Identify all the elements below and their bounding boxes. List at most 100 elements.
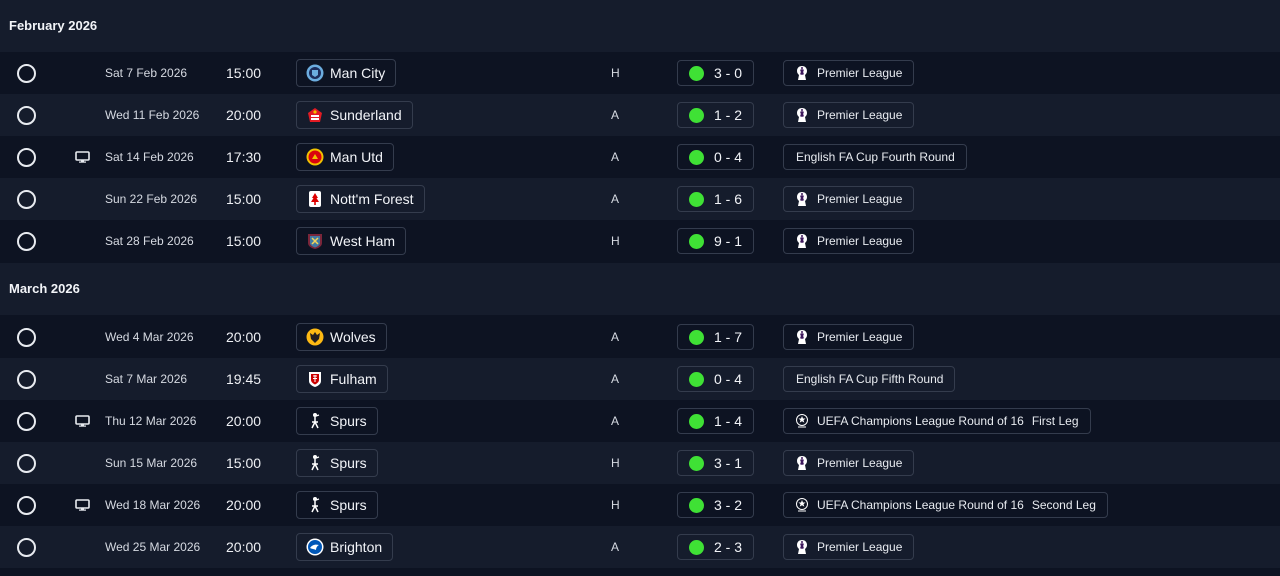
fixture-row[interactable]: Sun 15 Mar 2026 15:00 Spurs H 3 - 1 Premier L… [0, 442, 1280, 484]
fixture-row[interactable]: Wed 11 Feb 2026 20:00 Sunderland A 1 - 2 Prem… [0, 94, 1280, 136]
match-score: 1 - 7 [714, 329, 743, 345]
opponent-chip[interactable]: Nott'm Forest [296, 185, 425, 213]
match-score: 3 - 0 [714, 65, 743, 81]
select-radio[interactable] [17, 106, 36, 125]
kickoff-time: 20:00 [226, 539, 262, 555]
competition-chip[interactable]: Premier League [783, 186, 915, 212]
match-score: 1 - 2 [714, 107, 743, 123]
competition-chip[interactable]: Premier League [783, 102, 915, 128]
result-chip[interactable]: 3 - 1 [677, 450, 755, 476]
fixture-row[interactable]: Wed 4 Mar 2026 20:00 Wolves A 1 - 7 Premier L… [0, 316, 1280, 358]
select-radio[interactable] [17, 328, 36, 347]
brighton-badge [306, 538, 324, 556]
premier-league-icon [795, 191, 809, 207]
man-utd-badge [306, 148, 324, 166]
competition-chip[interactable]: English FA Cup Fourth Round [783, 144, 967, 170]
competition-leg: First Leg [1031, 414, 1079, 428]
competition-chip[interactable]: English FA Cup Fifth Round [783, 366, 956, 392]
select-radio[interactable] [17, 538, 36, 557]
result-chip[interactable]: 3 - 0 [677, 60, 755, 86]
select-radio[interactable] [17, 496, 36, 515]
result-status-dot [689, 65, 704, 81]
result-status-dot [689, 191, 704, 207]
kickoff-time: 20:00 [226, 497, 262, 513]
result-status-dot [689, 329, 704, 345]
fixture-row[interactable]: Thu 12 Mar 2026 20:00 Spurs A 1 - 4 UEFA Cham… [0, 400, 1280, 442]
competition-chip[interactable]: Premier League [783, 450, 915, 476]
result-chip[interactable]: 1 - 7 [677, 324, 755, 350]
venue-indicator: A [611, 372, 620, 386]
fixture-row[interactable]: Sat 7 Mar 2026 19:45 Fulham A 0 - 4 English F… [0, 358, 1280, 400]
competition-chip[interactable]: Premier League [783, 534, 915, 560]
result-chip[interactable]: 2 - 3 [677, 534, 755, 560]
result-chip[interactable]: 9 - 1 [677, 228, 755, 254]
competition-name: Premier League [817, 66, 903, 80]
competition-chip[interactable]: UEFA Champions League Round of 16 Second … [783, 492, 1108, 518]
competition-chip[interactable]: Premier League [783, 324, 915, 350]
opponent-chip[interactable]: Fulham [296, 365, 388, 393]
select-radio[interactable] [17, 64, 36, 83]
competition-chip[interactable]: Premier League [783, 60, 915, 86]
opponent-chip[interactable]: Wolves [296, 323, 387, 351]
fulham-badge [306, 370, 324, 388]
competition-chip[interactable]: Premier League [783, 228, 915, 254]
venue-indicator: A [611, 414, 620, 428]
result-chip[interactable]: 3 - 2 [677, 492, 755, 518]
match-date: Sat 28 Feb 2026 [105, 234, 194, 248]
select-radio[interactable] [17, 454, 36, 473]
select-radio[interactable] [17, 412, 36, 431]
match-date: Wed 4 Mar 2026 [105, 330, 194, 344]
competition-name: English FA Cup Fifth Round [796, 372, 944, 386]
opponent-chip[interactable]: Man City [296, 59, 397, 87]
select-radio[interactable] [17, 232, 36, 251]
fixture-row[interactable]: Sun 22 Feb 2026 15:00 Nott'm Forest A 1 - 6 P… [0, 178, 1280, 220]
kickoff-time: 20:00 [226, 107, 262, 123]
match-date: Wed 18 Mar 2026 [105, 498, 201, 512]
result-chip[interactable]: 1 - 6 [677, 186, 755, 212]
match-score: 0 - 4 [714, 149, 743, 165]
fixture-row[interactable]: Sat 14 Feb 2026 17:30 Man Utd A 0 - 4 English… [0, 136, 1280, 178]
fixture-row[interactable]: Sat 7 Feb 2026 15:00 Man City H 3 - 0 Premier… [0, 52, 1280, 94]
select-radio[interactable] [17, 370, 36, 389]
opponent-chip[interactable]: Sunderland [296, 101, 413, 129]
result-chip[interactable]: 1 - 4 [677, 408, 755, 434]
match-date: Sun 22 Feb 2026 [105, 192, 198, 206]
result-status-dot [689, 497, 704, 513]
premier-league-icon [795, 329, 809, 345]
result-chip[interactable]: 0 - 4 [677, 366, 755, 392]
fixture-row[interactable]: Wed 18 Mar 2026 20:00 Spurs H 3 - 2 UEFA Cham… [0, 484, 1280, 526]
competition-chip[interactable]: UEFA Champions League Round of 16 First L… [783, 408, 1091, 434]
match-score: 3 - 2 [714, 497, 743, 513]
competition-leg: Second Leg [1031, 498, 1096, 512]
competition-name: UEFA Champions League Round of 16 [817, 498, 1024, 512]
opponent-name: Wolves [330, 329, 376, 345]
result-chip[interactable]: 1 - 2 [677, 102, 755, 128]
opponent-name: Fulham [330, 371, 377, 387]
result-status-dot [689, 107, 704, 123]
select-radio[interactable] [17, 190, 36, 209]
opponent-chip[interactable]: Spurs [296, 449, 378, 477]
west-ham-badge [306, 232, 324, 250]
result-chip[interactable]: 0 - 4 [677, 144, 755, 170]
opponent-name: West Ham [330, 233, 396, 249]
venue-indicator: A [611, 150, 620, 164]
opponent-name: Nott'm Forest [330, 191, 414, 207]
result-status-dot [689, 539, 704, 555]
opponent-chip[interactable]: Man Utd [296, 143, 394, 171]
opponent-chip[interactable]: Brighton [296, 533, 394, 561]
opponent-chip[interactable]: Spurs [296, 491, 378, 519]
champions-league-icon [795, 497, 809, 513]
tv-icon [74, 484, 90, 526]
result-status-dot [689, 233, 704, 249]
month-header: February 2026 [0, 0, 1280, 52]
match-date: Sat 7 Feb 2026 [105, 66, 188, 80]
premier-league-icon [795, 65, 809, 81]
opponent-chip[interactable]: Spurs [296, 407, 378, 435]
select-radio[interactable] [17, 148, 36, 167]
wolves-badge [306, 328, 324, 346]
match-score: 2 - 3 [714, 539, 743, 555]
fixture-row[interactable]: Wed 25 Mar 2026 20:00 Brighton A 2 - 3 Premie… [0, 526, 1280, 568]
fixture-row[interactable]: Sat 28 Feb 2026 15:00 West Ham H 9 - 1 Premie… [0, 220, 1280, 262]
kickoff-time: 15:00 [226, 191, 262, 207]
opponent-chip[interactable]: West Ham [296, 227, 407, 255]
